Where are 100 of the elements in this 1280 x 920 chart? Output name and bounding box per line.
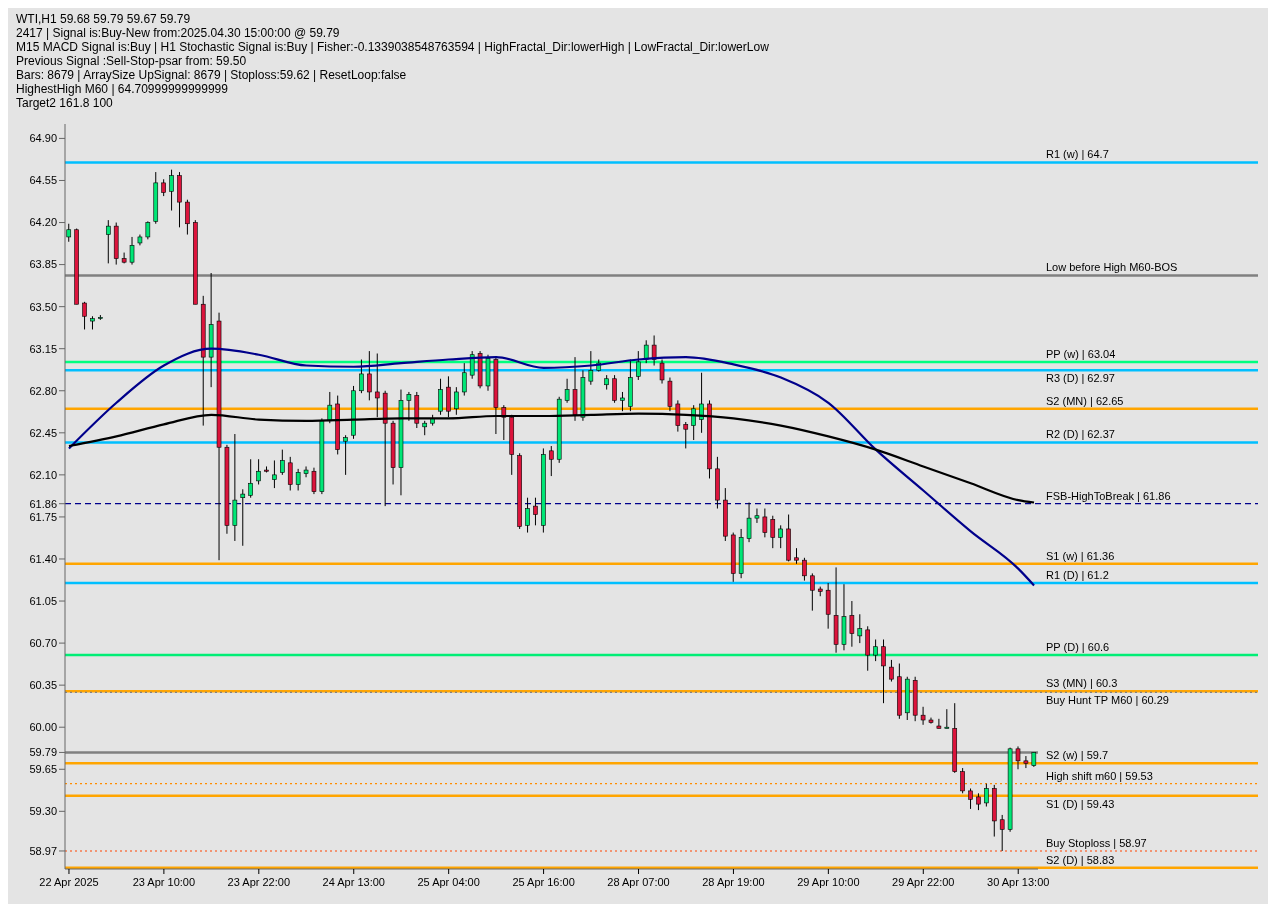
x-tick-label: 30 Apr 13:00 <box>987 876 1050 888</box>
ref-line-label: Buy Hunt TP M60 | 60.29 <box>1046 694 1169 707</box>
y-tick-label: 59.30 <box>29 805 57 818</box>
y-tick-label: 60.35 <box>29 679 57 692</box>
x-tick-label: 29 Apr 10:00 <box>797 876 860 888</box>
y-tick-label: 63.50 <box>29 300 57 313</box>
candlestick <box>121 252 127 264</box>
y-tick-label: 64.20 <box>29 216 57 229</box>
x-tick-label: 28 Apr 07:00 <box>607 876 670 888</box>
y-tick-label: 61.86 <box>29 497 57 510</box>
candlestick <box>588 350 594 386</box>
candlestick <box>82 301 87 330</box>
candlestick <box>438 378 443 416</box>
candlestick <box>169 169 174 212</box>
y-tick-label: 61.40 <box>29 552 57 565</box>
x-tick-label: 23 Apr 22:00 <box>227 876 290 888</box>
y-tick-label: 60.70 <box>29 637 57 649</box>
x-tick-label: 25 Apr 04:00 <box>417 876 480 888</box>
text: Bars: 8679 | ArraySize UpSignal: 8679 | Stoploss:59.62 | ResetLoop:false <box>16 68 408 82</box>
candlestick <box>999 814 1005 852</box>
y-tick-label: 61.75 <box>29 510 57 523</box>
candlestick <box>533 497 538 526</box>
ref-line-label: R1 (D) | 61.2 <box>1046 569 1109 582</box>
candlestick <box>248 458 253 499</box>
text: M15 MACD Signal is:Buy | H1 Stochastic Signal is:Buy | Fisher:-0.1339038548763594 | HighFractal_Dir:lowerHigh | LowFractal_Dir:lowerLow <box>16 40 770 54</box>
ref-line-label: Low before High M60-BOS <box>1046 261 1178 274</box>
candlestick <box>984 783 989 808</box>
candlestick <box>454 386 459 416</box>
x-tick-label: 22 Apr 2025 <box>39 876 99 888</box>
candlestick <box>1015 745 1021 770</box>
x-tick-label: 25 Apr 16:00 <box>512 876 575 888</box>
candlestick <box>66 223 72 243</box>
candlestick <box>359 359 364 394</box>
candlestick <box>343 434 348 476</box>
candlestick <box>636 350 641 381</box>
x-tick-label: 24 Apr 13:00 <box>322 876 385 888</box>
ref-line-label: R3 (D) | 62.97 <box>1046 372 1115 385</box>
y-tick-label: 62.10 <box>29 468 57 481</box>
candlestick <box>651 334 657 367</box>
ref-line-label: R2 (D) | 62.37 <box>1046 428 1115 441</box>
candlestick <box>185 199 190 236</box>
text: Target2 161.8 100 <box>16 96 114 110</box>
ref-line-label: S1 (w) | 61.36 <box>1046 549 1115 562</box>
ref-line-label: R1 (w) | 64.7 <box>1046 148 1109 161</box>
candlestick <box>968 787 973 810</box>
ref-line-label: PP (w) | 63.04 <box>1046 347 1116 360</box>
candlestick <box>564 378 570 404</box>
ref-line-label: S2 (MN) | 62.65 <box>1046 394 1124 407</box>
ref-line-label: S3 (MN) | 60.3 <box>1046 677 1118 690</box>
candlestick <box>1023 755 1029 769</box>
candlestick <box>889 659 894 683</box>
candlestick <box>920 706 926 726</box>
candlestick <box>272 459 277 489</box>
ref-line-label: Buy Stoploss | 58.97 <box>1046 836 1147 849</box>
ref-line-label: S2 (D) | 58.83 <box>1046 853 1115 866</box>
ref-line-label: S1 (D) | 59.43 <box>1046 797 1115 810</box>
candlestick <box>960 767 965 794</box>
y-tick-label: 60.00 <box>29 721 57 734</box>
candlestick <box>762 508 768 538</box>
candlestick <box>469 350 475 380</box>
candlestick <box>802 557 807 582</box>
candlestick <box>525 497 530 534</box>
candlestick <box>461 362 467 397</box>
x-tick-label: 29 Apr 22:00 <box>892 876 955 888</box>
candlestick <box>849 600 855 648</box>
y-tick-label: 62.80 <box>29 384 57 397</box>
candlestick <box>280 449 285 476</box>
text: HighestHigh M60 | 64.70999999999999 <box>16 82 229 96</box>
candlestick <box>881 638 886 704</box>
candlestick <box>548 445 554 477</box>
candlestick <box>754 508 760 524</box>
candlestick <box>770 515 776 549</box>
y-tick-label: 62.45 <box>29 426 57 439</box>
candlestick <box>944 708 950 729</box>
y-tick-label: 59.65 <box>29 763 57 776</box>
ref-line-label: High shift m60 | 59.53 <box>1046 769 1153 782</box>
ref-line-label: PP (D) | 60.6 <box>1046 641 1110 654</box>
candlestick <box>683 421 689 449</box>
y-tick-label: 59.79 <box>29 746 57 759</box>
candlestick <box>620 391 625 412</box>
candlestick <box>287 456 293 491</box>
candlestick <box>311 467 317 495</box>
candlestick <box>256 458 261 485</box>
y-tick-label: 58.97 <box>29 844 57 857</box>
candlestick <box>295 468 301 491</box>
candlestick <box>659 359 665 385</box>
candlestick <box>810 572 815 612</box>
candlestick <box>936 718 942 729</box>
ref-line-label: S2 (w) | 59.7 <box>1046 749 1109 762</box>
candlestick <box>145 220 151 240</box>
candlestick <box>612 374 617 404</box>
x-tick-label: 23 Apr 10:00 <box>132 876 196 888</box>
y-tick-label: 64.90 <box>29 132 57 145</box>
candlestick <box>105 219 111 264</box>
candlestick <box>746 502 752 543</box>
y-tick-label: 63.85 <box>29 258 57 271</box>
y-tick-label: 64.55 <box>29 174 57 187</box>
y-tick-label: 61.05 <box>29 594 57 607</box>
candlestick <box>857 613 863 644</box>
x-tick-label: 28 Apr 19:00 <box>702 876 765 888</box>
